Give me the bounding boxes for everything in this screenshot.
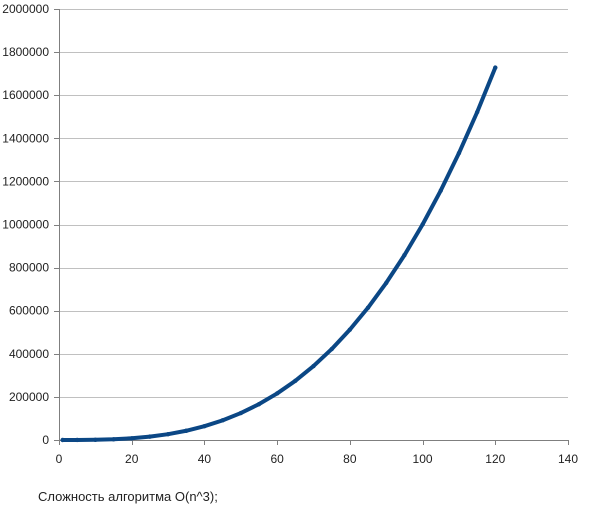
data-point bbox=[129, 436, 134, 441]
data-point bbox=[329, 346, 334, 352]
data-point bbox=[384, 280, 389, 286]
y-tick-label: 1400000 bbox=[2, 131, 49, 145]
x-tick-label: 20 bbox=[125, 452, 139, 466]
y-tick-label: 800000 bbox=[9, 261, 49, 275]
data-point bbox=[165, 431, 171, 437]
y-tick-label: 0 bbox=[42, 433, 49, 447]
y-tick-label: 200000 bbox=[9, 390, 49, 404]
x-tick-label: 80 bbox=[343, 452, 357, 466]
x-tick-label: 0 bbox=[56, 452, 63, 466]
data-series bbox=[60, 65, 498, 443]
data-point bbox=[202, 424, 207, 429]
data-point bbox=[456, 150, 462, 156]
y-tick-label: 1000000 bbox=[2, 218, 49, 232]
series-line bbox=[60, 65, 498, 442]
x-axis-tick-labels: 0 20 40 60 80 100 120 140 bbox=[56, 452, 579, 466]
y-tick-label: 600000 bbox=[9, 304, 49, 318]
y-tick-label: 400000 bbox=[9, 347, 49, 361]
y-tick-label: 1800000 bbox=[2, 45, 49, 59]
data-point bbox=[365, 305, 371, 310]
x-tick-label: 140 bbox=[558, 452, 578, 466]
data-point bbox=[147, 434, 153, 439]
data-point bbox=[474, 110, 480, 115]
data-point bbox=[238, 410, 243, 416]
data-point bbox=[402, 253, 407, 258]
data-point bbox=[220, 418, 225, 423]
y-tick-label: 1600000 bbox=[2, 88, 49, 102]
data-point bbox=[311, 363, 316, 369]
chart-caption: Сложность алгоритма O(n^3); bbox=[38, 489, 218, 504]
y-tick-label: 2000000 bbox=[2, 2, 49, 16]
data-point bbox=[60, 437, 65, 443]
x-tick-label: 120 bbox=[485, 452, 505, 466]
data-point bbox=[493, 65, 498, 70]
data-point bbox=[347, 327, 353, 332]
data-point bbox=[256, 401, 262, 407]
y-tick-label: 1200000 bbox=[2, 174, 49, 188]
axes bbox=[54, 9, 569, 445]
y-axis-tick-labels: 0 200000 400000 600000 800000 1000000 1200000 1… bbox=[2, 2, 49, 447]
data-point bbox=[420, 222, 425, 227]
data-point bbox=[111, 437, 116, 442]
x-tick-label: 100 bbox=[413, 452, 433, 466]
data-point bbox=[438, 188, 443, 193]
data-point bbox=[274, 391, 280, 396]
data-point bbox=[293, 378, 298, 384]
x-tick-label: 40 bbox=[198, 452, 212, 466]
data-point bbox=[93, 437, 98, 442]
data-point bbox=[184, 428, 189, 433]
data-point bbox=[74, 437, 80, 443]
x-tick-label: 60 bbox=[270, 452, 284, 466]
gridlines bbox=[59, 9, 568, 398]
